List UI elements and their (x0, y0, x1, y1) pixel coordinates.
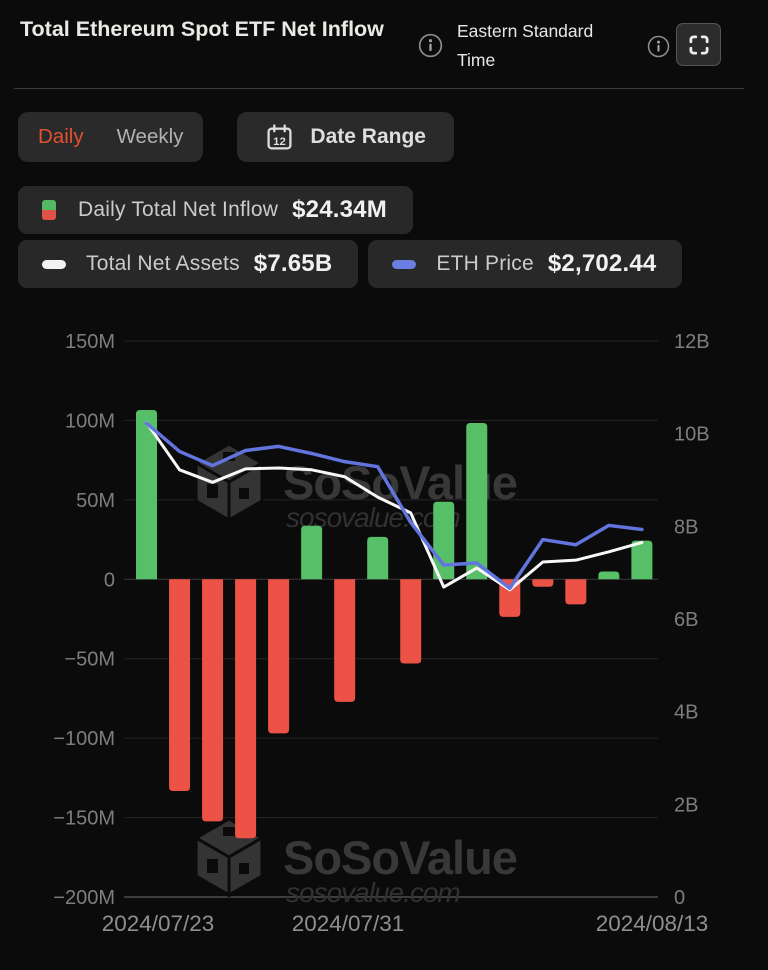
right-axis-tick-label: 0 (674, 887, 685, 909)
date-range-label: Date Range (310, 125, 426, 148)
legend-eth-price-label: ETH Price (436, 252, 534, 275)
inflow-bar[interactable] (202, 579, 224, 822)
eth-price-line-icon (392, 259, 417, 269)
net-assets-line-icon (42, 259, 66, 269)
left-axis-tick-label: 100M (65, 410, 115, 432)
inflow-bar[interactable] (367, 536, 389, 580)
right-axis-tick-label: 4B (674, 702, 698, 724)
date-range-button[interactable]: 12 Date Range (237, 112, 454, 162)
legend-net-assets[interactable]: Total Net Assets $7.65B (18, 240, 359, 288)
header-divider (14, 88, 744, 89)
inflow-bar[interactable] (301, 525, 323, 580)
right-axis-tick-label: 8B (674, 516, 698, 538)
x-axis-date-label: 2024/07/23 (102, 911, 215, 936)
legend-net-assets-label: Total Net Assets (86, 252, 240, 275)
legend-net-assets-value: $7.65B (253, 250, 333, 277)
svg-text:12: 12 (274, 135, 287, 147)
inflow-bar[interactable] (532, 579, 554, 587)
chart-controls: Daily Weekly 12 Date Range (18, 112, 768, 162)
legend-daily-inflow[interactable]: Daily Total Net Inflow $24.34M (18, 186, 413, 234)
page-title: Total Ethereum Spot ETF Net Inflow (20, 17, 384, 41)
x-axis-date-label: 2024/07/31 (292, 911, 405, 936)
chart-area[interactable]: 150M 100M 50M 0 −50M −100M −150M −200M 12B 10B 8B 6… (0, 300, 768, 970)
inflow-bar[interactable] (631, 540, 653, 580)
left-axis-tick-label: −150M (53, 808, 115, 830)
right-axis-tick-label: 12B (674, 331, 710, 353)
interval-toggle: Daily Weekly (18, 112, 204, 162)
inflow-bar[interactable] (334, 579, 356, 702)
title-info-icon[interactable] (418, 33, 443, 58)
inflow-bar[interactable] (235, 579, 257, 839)
timezone-info-icon[interactable] (647, 35, 670, 58)
left-axis-tick-label: 50M (76, 490, 115, 512)
header: Total Ethereum Spot ETF Net Inflow Easte… (0, 0, 768, 75)
watermark-text: SoSoValue (283, 831, 517, 884)
right-axis-tick-label: 2B (674, 794, 698, 816)
legend-eth-price[interactable]: ETH Price $2,702.44 (368, 240, 683, 288)
inflow-bar[interactable] (565, 579, 587, 605)
left-axis-tick-label: 0 (104, 569, 115, 591)
eth-price-line[interactable] (144, 421, 644, 591)
right-axis-tick-label: 10B (674, 424, 710, 446)
legend-row-1: Daily Total Net Inflow $24.34M (18, 186, 768, 234)
x-axis-date-label: 2024/08/13 (596, 911, 709, 936)
tab-weekly[interactable]: Weekly (116, 125, 184, 148)
calendar-icon: 12 (266, 123, 293, 151)
inflow-bar[interactable] (499, 579, 521, 617)
inflow-bar[interactable] (136, 409, 158, 580)
inflow-bar[interactable] (598, 571, 620, 580)
left-axis-tick-label: 150M (65, 331, 115, 353)
inflow-bar[interactable] (400, 579, 422, 664)
inflow-bar[interactable] (268, 579, 290, 734)
inflow-bar[interactable] (169, 579, 191, 792)
legend-eth-price-value: $2,702.44 (547, 250, 657, 277)
inflow-bar[interactable] (466, 422, 488, 580)
inflow-bar-icon (42, 200, 56, 220)
left-axis-tick-label: −50M (64, 649, 115, 671)
legend-daily-inflow-value: $24.34M (292, 196, 387, 223)
watermark-text: sosovalue.com (286, 877, 460, 908)
chart-canvas[interactable]: 150M 100M 50M 0 −50M −100M −150M −200M 12B 10B 8B 6… (0, 300, 768, 970)
fullscreen-button[interactable] (676, 23, 721, 66)
legend-row-2: Total Net Assets $7.65B ETH Price $2,702… (18, 240, 768, 288)
tab-daily[interactable]: Daily (38, 125, 84, 148)
right-axis-tick-label: 6B (674, 609, 698, 631)
legend-daily-inflow-label: Daily Total Net Inflow (78, 198, 279, 221)
fullscreen-icon (686, 32, 712, 58)
left-axis-tick-label: −200M (53, 887, 115, 909)
timezone-label: Eastern Standard Time (457, 21, 594, 70)
left-axis-tick-label: −100M (53, 728, 115, 750)
net-assets-line[interactable] (145, 421, 644, 592)
